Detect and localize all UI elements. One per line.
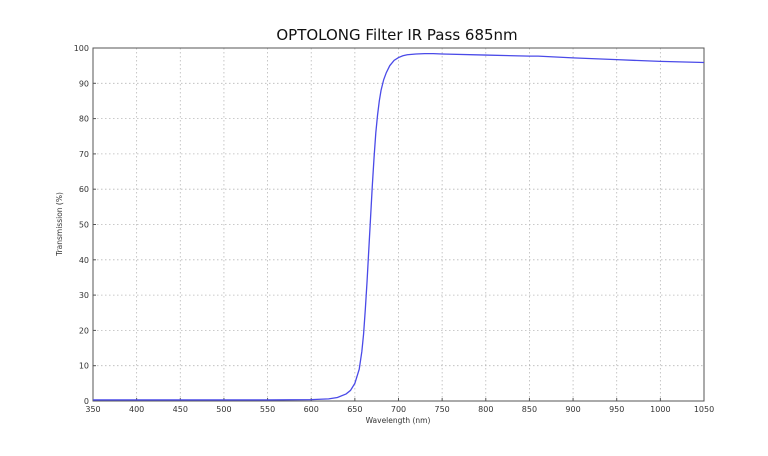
y-tick-label: 80 [79,115,89,124]
y-tick-label: 60 [79,185,89,194]
x-tick-label: 700 [391,405,406,414]
y-tick-label: 10 [79,362,89,371]
y-axis-label: Transmission (%) [55,192,64,257]
y-tick-label: 40 [79,256,89,265]
y-tick-label: 90 [79,79,89,88]
axis-ticks: 350 400 450 500 550 600 650 700 750 800 850 900 950 1… [74,44,714,414]
y-tick-label: 0 [84,397,89,406]
x-tick-label: 800 [478,405,493,414]
x-axis-label: Wavelength (nm) [366,416,431,425]
x-tick-label: 450 [173,405,188,414]
y-tick-label: 100 [74,44,89,53]
y-tick-label: 30 [79,291,89,300]
x-tick-label: 400 [129,405,144,414]
x-tick-label: 350 [85,405,100,414]
y-tick-label: 20 [79,326,89,335]
x-tick-label: 900 [565,405,580,414]
x-tick-label: 650 [347,405,362,414]
x-tick-label: 750 [435,405,450,414]
y-tick-label: 50 [79,221,89,230]
x-tick-label: 500 [216,405,231,414]
x-tick-label: 1000 [650,405,670,414]
x-tick-label: 550 [260,405,275,414]
grid-lines [93,48,704,401]
x-tick-label: 1050 [694,405,714,414]
x-tick-label: 850 [522,405,537,414]
y-tick-label: 70 [79,150,89,159]
x-tick-label: 600 [304,405,319,414]
series-layer [93,53,705,401]
x-tick-label: 950 [609,405,624,414]
chart-title: OPTOLONG Filter IR Pass 685nm [276,26,517,44]
transmission-series-line [93,53,705,401]
